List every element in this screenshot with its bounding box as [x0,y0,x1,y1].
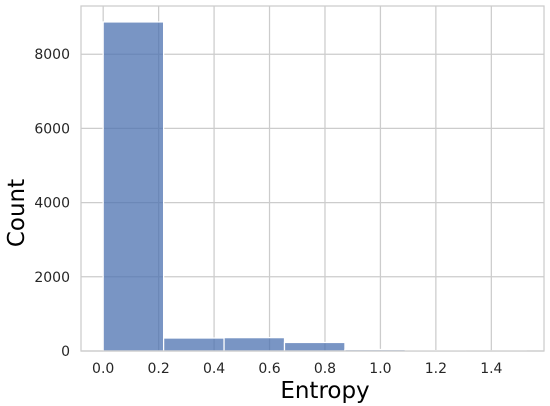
y-tick-labels: 0 2000 4000 6000 8000 [34,47,70,360]
x-tick-label: 0.0 [92,361,114,377]
y-tick-label: 6000 [34,121,70,137]
plot-frame [80,5,545,352]
x-tick-label: 0.6 [258,361,280,377]
y-tick-label: 2000 [34,270,70,286]
y-axis-label: Count [4,179,30,247]
y-tick-label: 4000 [34,196,70,212]
histogram-bar [283,341,346,352]
x-tick-label: 1.0 [369,361,391,377]
x-tick-label: 0.2 [147,361,169,377]
x-tick-label: 1.4 [480,361,502,377]
y-tick-label: 0 [61,344,70,360]
x-axis-label: Entropy [280,378,369,404]
x-tick-label: 0.4 [203,361,225,377]
x-tick-label: 0.8 [314,361,336,377]
x-tick-label: 1.2 [425,361,447,377]
x-tick-labels: 0.0 0.2 0.4 0.6 0.8 1.0 1.2 1.4 [92,361,503,377]
histogram-bar [162,337,225,352]
y-tick-label: 8000 [34,47,70,63]
histogram-bar [102,21,165,352]
histogram-bars [102,21,527,352]
histogram-bar [223,337,286,352]
